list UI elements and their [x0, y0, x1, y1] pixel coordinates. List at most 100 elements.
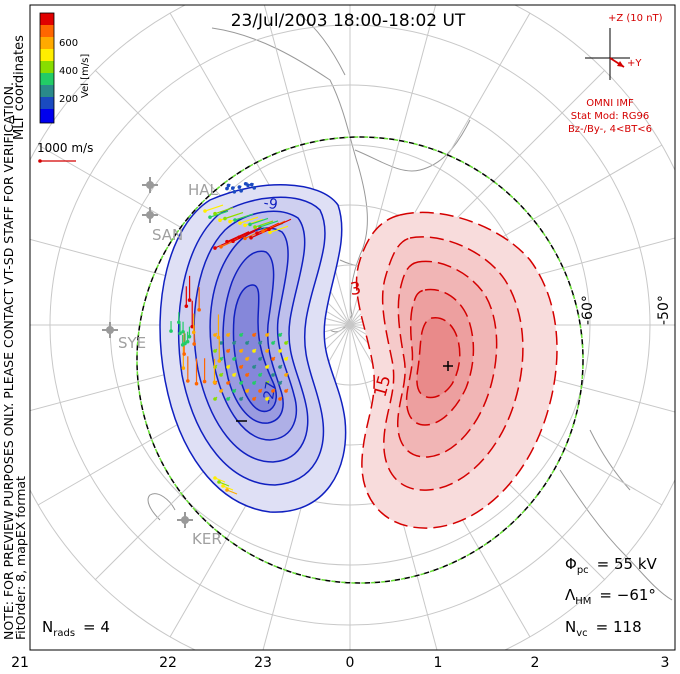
velocity-vector-origin	[245, 373, 249, 377]
velocity-vector-origin	[226, 183, 231, 188]
velocity-vector-origin	[265, 381, 269, 385]
neg-contour-6	[232, 284, 277, 413]
velocity-vector-origin	[245, 357, 249, 361]
velocity-vector-origin	[261, 229, 265, 233]
hm-boundary	[136, 136, 584, 584]
coord-system-label: MLT coordinates	[12, 35, 27, 140]
velocity-vector-origin	[271, 373, 275, 377]
velocity-vector	[204, 204, 224, 212]
velocity-vector-origin	[284, 373, 288, 377]
velocity-vector-origin	[212, 380, 217, 385]
velocity-vector-origin	[239, 397, 243, 401]
velocity-vector-origin	[284, 341, 288, 345]
velocity-vector-origin	[208, 215, 212, 219]
radar-sites	[102, 177, 193, 528]
continent-outlines	[147, 14, 673, 601]
velocity-vector-origin	[187, 298, 192, 302]
velocity-vector-origin	[271, 357, 275, 361]
velocity-vector-origin	[237, 185, 242, 189]
velocity-vector-origin	[191, 330, 196, 335]
velocity-vector-origin	[239, 365, 243, 369]
colorbar-tick-200: 200	[59, 94, 78, 105]
velocity-vector-origin	[213, 476, 217, 480]
velocity-vector-origin	[225, 488, 229, 492]
extremum-markers	[236, 361, 453, 422]
velocity-vector-origin	[203, 209, 207, 213]
velocity-vector	[238, 226, 262, 238]
velocity-vector-origin	[221, 484, 225, 488]
velocity-vector-origin	[271, 341, 275, 345]
lat-label-60: -60°	[580, 295, 596, 325]
velocity-vector-origin	[213, 211, 217, 216]
velocity-vector	[224, 211, 244, 220]
velocity-vector	[268, 218, 292, 230]
velocity-vector-origin	[265, 333, 269, 337]
velocity-vector-origin	[192, 342, 196, 346]
velocity-vectors	[169, 181, 292, 495]
velocity-vector-origin	[245, 389, 249, 393]
velocity-vector-origin	[232, 189, 237, 194]
contour-label-minus27: -27	[260, 380, 280, 405]
velocity-vector-origin	[219, 373, 223, 377]
velocity-vector-origin	[186, 379, 190, 383]
velocity-vector-origin	[187, 334, 192, 339]
velocity-vector-origin	[228, 219, 232, 224]
velocity-vector-origin	[278, 349, 282, 353]
velocity-vector-origin	[232, 373, 236, 377]
pos-contour-5	[416, 317, 461, 399]
velocity-vector-origin	[239, 333, 243, 337]
velocity-vector	[214, 207, 234, 215]
velocity-vector-origin	[185, 339, 190, 344]
imf-clock	[585, 28, 630, 80]
mlt-label-22: 22	[159, 655, 177, 671]
velocity-vector-origin	[202, 379, 207, 384]
velocity-vector-origin	[226, 349, 230, 353]
reference-vector	[38, 159, 76, 163]
velocity-vector-origin	[258, 341, 262, 345]
colorbar-unit-label: Vel [m/s]	[80, 54, 91, 98]
velocity-vector-origin	[213, 333, 217, 337]
velocity-vector-origin	[278, 381, 282, 385]
velocity-vector-origin	[248, 222, 252, 227]
plot-frame	[29, 4, 676, 651]
velocity-vector-origin	[258, 389, 262, 393]
velocity-vector-origin	[218, 218, 222, 223]
velocity-vector-origin	[178, 331, 182, 336]
fit-order-note: FitOrder: 8, mapEX format	[13, 476, 28, 640]
velocity-vector-origin	[267, 227, 271, 232]
velocity-vector-origin	[181, 329, 185, 334]
velocity-vector-origin	[239, 349, 243, 353]
velocity-vector-origin	[232, 357, 236, 361]
velocity-vector-origin	[271, 389, 275, 393]
station-sye: SYE	[118, 334, 146, 352]
velocity-vector	[209, 210, 229, 218]
velocity-vector-origin	[219, 389, 223, 393]
mlt-label-3: 3	[661, 655, 670, 671]
contour-label-3: 3	[349, 279, 363, 300]
velocity-vector-origin	[219, 244, 223, 249]
velocity-vector-origin	[217, 480, 221, 484]
velocity-vector-origin	[252, 365, 256, 369]
imf-source: OMNI IMF	[586, 98, 634, 109]
velocity-vector	[234, 213, 254, 221]
velocity-vector-origin	[225, 186, 229, 191]
velocity-vector-origin	[213, 397, 217, 401]
velocity-vector-origin	[226, 365, 230, 369]
velocity-vector-origin	[258, 357, 262, 361]
velocity-vector-origin	[245, 341, 249, 345]
mlt-label-23: 23	[254, 655, 272, 671]
stat-n-vc: Nvc = 118	[565, 618, 642, 639]
velocity-vector-origin	[183, 341, 187, 346]
velocity-vector-origin	[217, 359, 222, 363]
imf-condition: Bz-/By-, 4<BT<6	[568, 124, 652, 135]
velocity-vector-origin	[232, 389, 236, 393]
velocity-vector-origin	[265, 397, 269, 401]
colorbar-tick-400: 400	[59, 66, 78, 77]
velocity-vector-origin	[252, 381, 256, 385]
velocity-vector	[232, 230, 256, 242]
station-ker: KER	[192, 530, 222, 548]
imf-z-label: +Z (10 nT)	[608, 13, 663, 24]
velocity-vector-origin	[232, 341, 236, 345]
colorbar-tick-600: 600	[59, 38, 78, 49]
velocity-vector	[254, 220, 274, 228]
